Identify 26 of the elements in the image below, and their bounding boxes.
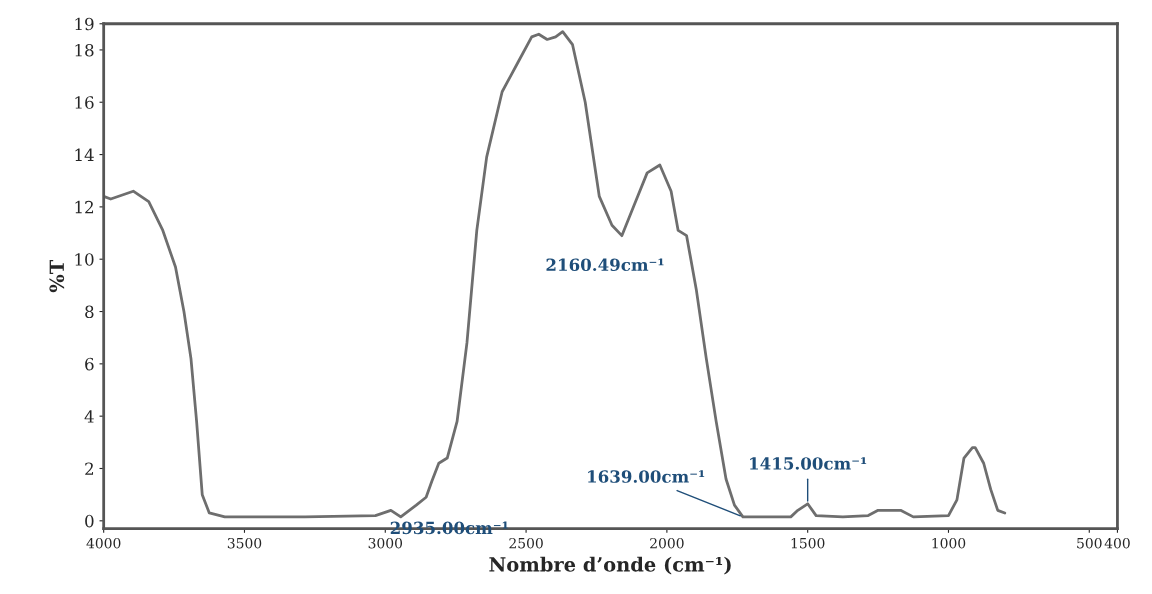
x-tick-label: 4000 — [86, 537, 121, 549]
y-tick-label: 0 — [85, 514, 94, 528]
y-tick-label: 2 — [85, 462, 94, 475]
x-tick-label: 500 — [1077, 537, 1102, 549]
y-tick-label: 10 — [75, 253, 94, 266]
x-tick-label: 2000 — [650, 537, 684, 549]
y-tick-label: 12 — [75, 200, 94, 214]
y-tick-label: 18 — [75, 43, 94, 57]
y-tick-label: 4 — [84, 410, 94, 423]
x-tick-label: 1500 — [791, 537, 825, 549]
x-axis-title: Nombre d’onde (cm⁻¹) — [489, 556, 731, 575]
annotation: 1415.00cm⁻¹ — [750, 457, 867, 470]
y-tick-label: 14 — [75, 148, 94, 161]
y-tick-label: 8 — [85, 305, 94, 319]
line-series — [103, 30, 1007, 519]
y-tick-label: 16 — [75, 96, 94, 109]
annotation: 2160.49cm⁻¹ — [546, 258, 664, 272]
y-axis-title: %T — [49, 259, 65, 293]
annotation: 1639.00cm⁻¹ — [588, 470, 705, 483]
x-tick-label: 1000 — [932, 537, 966, 549]
x-tick-label: 3500 — [227, 537, 262, 549]
y-tick-label: 19 — [75, 17, 94, 31]
x-tick-label: 400 — [1104, 537, 1130, 549]
y-tick-label: 6 — [85, 357, 94, 371]
x-tick-label: 3000 — [368, 537, 403, 549]
x-tick-label: 2500 — [509, 537, 543, 549]
